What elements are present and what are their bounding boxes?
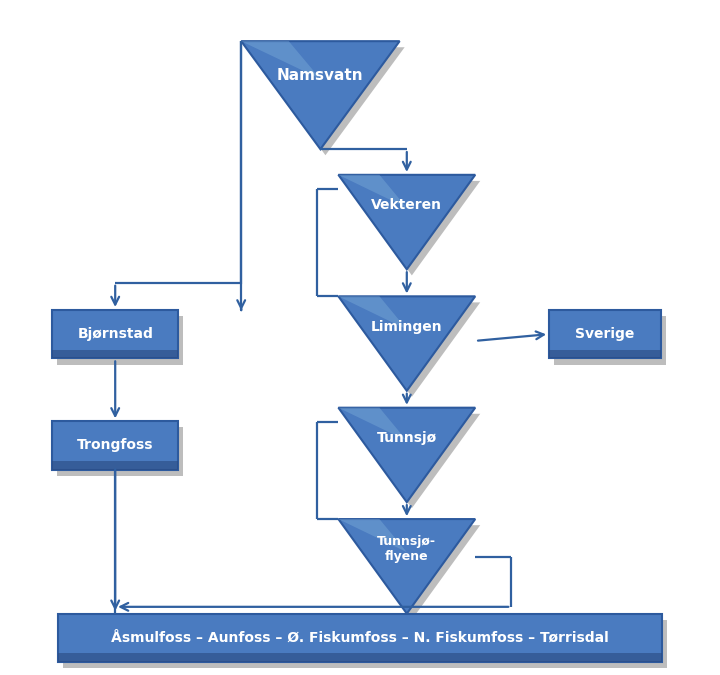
Polygon shape: [338, 296, 475, 391]
Text: Tunnsjø-
flyene: Tunnsjø- flyene: [377, 535, 436, 564]
Text: Namsvatn: Namsvatn: [277, 68, 364, 83]
Polygon shape: [338, 408, 475, 502]
Text: Åsmulfoss – Aunfoss – Ø. Fiskumfoss – N. Fiskumfoss – Tørrisdal: Åsmulfoss – Aunfoss – Ø. Fiskumfoss – N.…: [111, 631, 609, 645]
FancyBboxPatch shape: [58, 427, 183, 476]
Polygon shape: [343, 302, 480, 397]
FancyBboxPatch shape: [58, 316, 183, 365]
Text: Limingen: Limingen: [371, 319, 443, 333]
Polygon shape: [338, 175, 407, 208]
Polygon shape: [343, 525, 480, 620]
Text: Sverige: Sverige: [575, 327, 634, 341]
FancyBboxPatch shape: [53, 461, 179, 470]
Polygon shape: [338, 408, 407, 441]
FancyBboxPatch shape: [53, 350, 179, 358]
FancyBboxPatch shape: [63, 620, 667, 668]
FancyBboxPatch shape: [549, 310, 661, 358]
Polygon shape: [343, 414, 480, 508]
FancyBboxPatch shape: [58, 614, 662, 662]
Text: Bjørnstad: Bjørnstad: [77, 327, 153, 341]
Polygon shape: [338, 519, 407, 552]
Polygon shape: [241, 41, 320, 79]
FancyBboxPatch shape: [58, 653, 662, 662]
FancyBboxPatch shape: [554, 316, 665, 365]
Polygon shape: [343, 181, 480, 275]
Polygon shape: [241, 41, 400, 149]
Polygon shape: [338, 519, 475, 614]
FancyBboxPatch shape: [549, 350, 661, 358]
Text: Trongfoss: Trongfoss: [77, 439, 153, 452]
Text: Tunnsjø: Tunnsjø: [377, 431, 437, 445]
FancyBboxPatch shape: [53, 310, 179, 358]
Polygon shape: [246, 47, 405, 155]
Text: Vekteren: Vekteren: [372, 198, 442, 212]
Polygon shape: [338, 175, 475, 269]
FancyBboxPatch shape: [53, 421, 179, 470]
Polygon shape: [338, 296, 407, 329]
